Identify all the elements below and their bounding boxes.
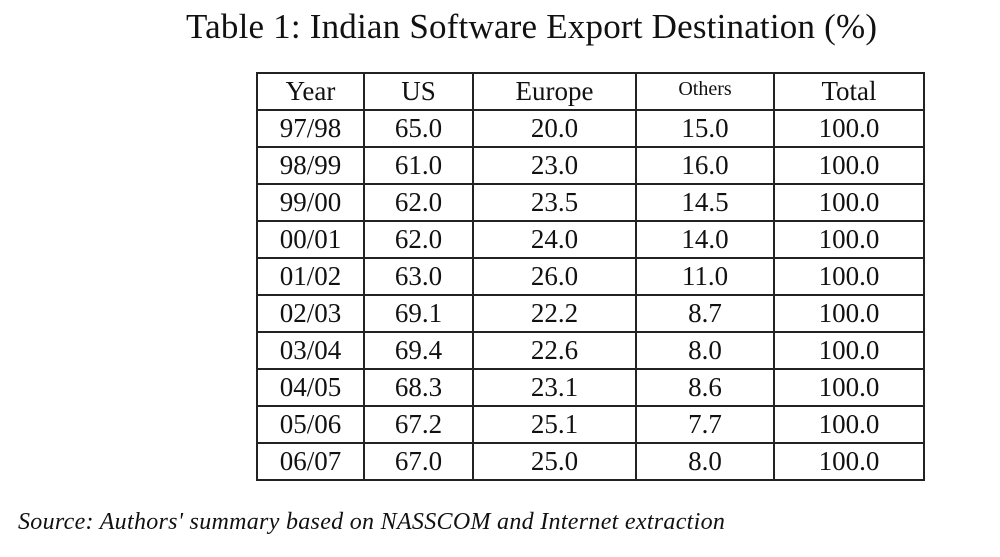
cell-total: 100.0 xyxy=(773,294,925,333)
cell-year: 04/05 xyxy=(256,368,365,407)
cell-others: 14.5 xyxy=(635,183,775,222)
cell-others: 8.6 xyxy=(635,368,775,407)
cell-others: 8.0 xyxy=(635,442,775,481)
header-others: Others xyxy=(635,72,775,111)
cell-us: 68.3 xyxy=(363,368,474,407)
export-destination-table: Year US Europe Others Total 97/98 65.0 2… xyxy=(256,72,925,481)
cell-year: 00/01 xyxy=(256,220,365,259)
table-row: 03/04 69.4 22.6 8.0 100.0 xyxy=(256,331,925,370)
cell-others: 15.0 xyxy=(635,109,775,148)
source-note: Source: Authors' summary based on NASSCO… xyxy=(18,509,726,535)
cell-total: 100.0 xyxy=(773,257,925,296)
cell-europe: 25.1 xyxy=(472,405,637,444)
cell-others: 8.0 xyxy=(635,331,775,370)
cell-others: 8.7 xyxy=(635,294,775,333)
header-total: Total xyxy=(773,72,925,111)
cell-us: 67.2 xyxy=(363,405,474,444)
cell-year: 98/99 xyxy=(256,146,365,185)
cell-year: 05/06 xyxy=(256,405,365,444)
cell-others: 16.0 xyxy=(635,146,775,185)
cell-total: 100.0 xyxy=(773,220,925,259)
header-us: US xyxy=(363,72,474,111)
cell-us: 61.0 xyxy=(363,146,474,185)
table-row: 99/00 62.0 23.5 14.5 100.0 xyxy=(256,183,925,222)
cell-year: 01/02 xyxy=(256,257,365,296)
table-row: 05/06 67.2 25.1 7.7 100.0 xyxy=(256,405,925,444)
cell-others: 7.7 xyxy=(635,405,775,444)
cell-year: 02/03 xyxy=(256,294,365,333)
cell-year: 06/07 xyxy=(256,442,365,481)
cell-total: 100.0 xyxy=(773,331,925,370)
cell-year: 99/00 xyxy=(256,183,365,222)
cell-europe: 23.0 xyxy=(472,146,637,185)
header-row: Year US Europe Others Total xyxy=(256,72,925,111)
cell-europe: 20.0 xyxy=(472,109,637,148)
cell-year: 97/98 xyxy=(256,109,365,148)
table-row: 02/03 69.1 22.2 8.7 100.0 xyxy=(256,294,925,333)
cell-total: 100.0 xyxy=(773,405,925,444)
table-row: 06/07 67.0 25.0 8.0 100.0 xyxy=(256,442,925,481)
cell-year: 03/04 xyxy=(256,331,365,370)
cell-europe: 22.2 xyxy=(472,294,637,333)
cell-total: 100.0 xyxy=(773,109,925,148)
cell-europe: 25.0 xyxy=(472,442,637,481)
table-row: 04/05 68.3 23.1 8.6 100.0 xyxy=(256,368,925,407)
cell-us: 67.0 xyxy=(363,442,474,481)
table-row: 98/99 61.0 23.0 16.0 100.0 xyxy=(256,146,925,185)
cell-europe: 22.6 xyxy=(472,331,637,370)
cell-europe: 26.0 xyxy=(472,257,637,296)
table-row: 97/98 65.0 20.0 15.0 100.0 xyxy=(256,109,925,148)
header-europe: Europe xyxy=(472,72,637,111)
cell-others: 11.0 xyxy=(635,257,775,296)
table-title: Table 1: Indian Software Export Destinat… xyxy=(186,7,878,46)
cell-us: 62.0 xyxy=(363,183,474,222)
cell-us: 65.0 xyxy=(363,109,474,148)
cell-us: 69.1 xyxy=(363,294,474,333)
cell-total: 100.0 xyxy=(773,368,925,407)
cell-europe: 23.1 xyxy=(472,368,637,407)
header-year: Year xyxy=(256,72,365,111)
cell-others: 14.0 xyxy=(635,220,775,259)
table-row: 01/02 63.0 26.0 11.0 100.0 xyxy=(256,257,925,296)
table-row: 00/01 62.0 24.0 14.0 100.0 xyxy=(256,220,925,259)
cell-us: 63.0 xyxy=(363,257,474,296)
cell-europe: 24.0 xyxy=(472,220,637,259)
cell-total: 100.0 xyxy=(773,442,925,481)
cell-us: 62.0 xyxy=(363,220,474,259)
cell-total: 100.0 xyxy=(773,146,925,185)
cell-us: 69.4 xyxy=(363,331,474,370)
cell-total: 100.0 xyxy=(773,183,925,222)
cell-europe: 23.5 xyxy=(472,183,637,222)
